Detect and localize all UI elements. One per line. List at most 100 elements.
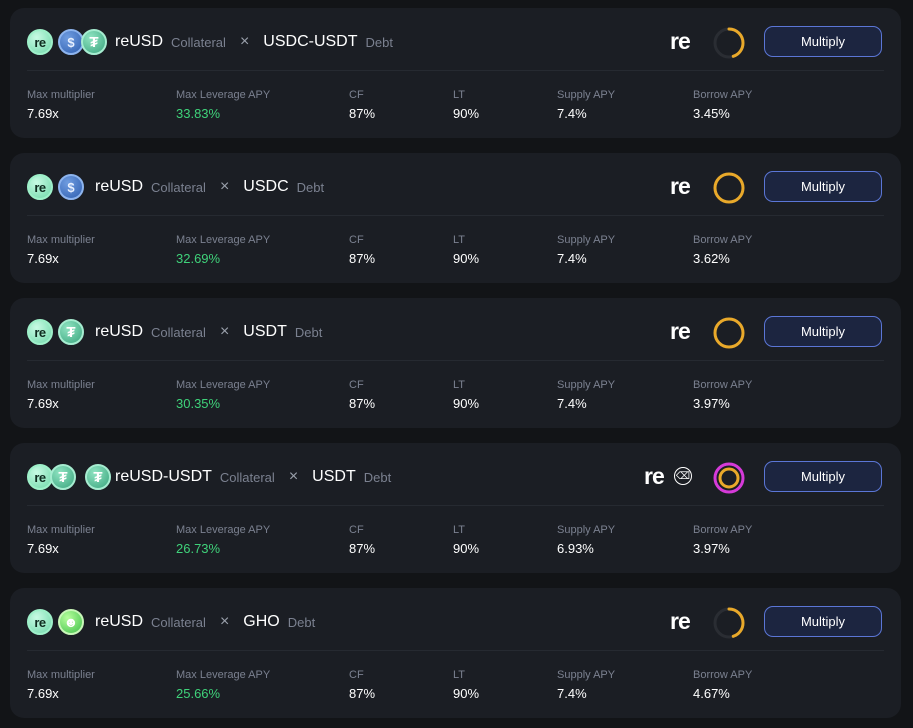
re-token-icon: re [27, 174, 53, 200]
stat-max-multiplier: Max multiplier 7.69x [27, 233, 95, 267]
debt-name: USDT [243, 323, 287, 340]
stat-value: 25.66% [176, 686, 221, 701]
vault-card[interactable]: re $ reUSD Collateral × USDC Debt re Mul… [10, 153, 901, 283]
stat-max-multiplier: Max multiplier 7.69x [27, 378, 95, 412]
divider [27, 650, 884, 651]
multiply-button[interactable]: Multiply [764, 26, 882, 57]
divider [27, 360, 884, 361]
stat-supply-apy: Supply APY 6.93% [557, 523, 615, 557]
stat-lt: LT 90% [453, 668, 479, 702]
token-icons: re $ [27, 173, 89, 201]
stat-label: Max Leverage APY [176, 524, 271, 536]
stat-value: 7.69x [27, 541, 59, 556]
pair-names: reUSD Collateral × USDT Debt [95, 318, 322, 346]
stat-label: Max Leverage APY [176, 379, 271, 391]
stat-value: 87% [349, 251, 376, 266]
collateral-name: reUSD-USDT [115, 468, 212, 485]
re-token-icon: re [27, 29, 53, 55]
collateral-label: Collateral [151, 614, 206, 630]
multiply-button[interactable]: Multiply [764, 316, 882, 347]
collateral-name: reUSD [115, 33, 164, 50]
collateral-label: Collateral [171, 34, 226, 50]
stat-label: CF [349, 234, 364, 246]
stat-value: 30.35% [176, 396, 221, 411]
stat-value: 3.45% [693, 106, 730, 121]
stat-max-multiplier: Max multiplier 7.69x [27, 88, 95, 122]
pair-names: reUSD Collateral × USDC-USDT Debt [115, 28, 393, 56]
pair-names: reUSD Collateral × USDC Debt [95, 173, 324, 201]
times-icon: × [219, 178, 230, 195]
stat-lt: LT 90% [453, 233, 479, 267]
re-protocol-logo: re [670, 173, 691, 199]
re-token-icon: re [27, 609, 53, 635]
stat-value: 7.4% [557, 106, 587, 121]
collateral-label: Collateral [151, 324, 206, 340]
divider [27, 505, 884, 506]
collateral-label: Collateral [151, 179, 206, 195]
vault-card[interactable]: re ₮ ₮ reUSD-USDT Collateral × USDT Debt… [10, 443, 901, 573]
multiply-button[interactable]: Multiply [764, 461, 882, 492]
stat-value: 90% [453, 686, 480, 701]
stat-label: Supply APY [557, 234, 616, 246]
vault-card[interactable]: re ₮ reUSD Collateral × USDT Debt re Mul… [10, 298, 901, 428]
utilization-ring [713, 172, 745, 204]
utilization-ring [713, 317, 745, 349]
stat-value: 7.69x [27, 396, 59, 411]
stat-max-leverage-apy: Max Leverage APY 25.66% [176, 668, 270, 702]
stat-value: 90% [453, 251, 480, 266]
stat-value: 87% [349, 396, 376, 411]
stat-label: LT [453, 524, 466, 536]
stat-label: Max multiplier [27, 379, 95, 391]
stat-value: 33.83% [176, 106, 221, 121]
stat-label: Borrow APY [693, 234, 753, 246]
stat-label: Max multiplier [27, 669, 95, 681]
multiply-button[interactable]: Multiply [764, 171, 882, 202]
stat-borrow-apy: Borrow APY 3.97% [693, 523, 752, 557]
vault-card-header: re $ ₮ reUSD Collateral × USDC-USDT Debt… [10, 8, 901, 70]
pair-names: reUSD Collateral × GHO Debt [95, 608, 315, 636]
stat-value: 90% [453, 106, 480, 121]
stat-supply-apy: Supply APY 7.4% [557, 88, 615, 122]
vault-card-header: re ☻ reUSD Collateral × GHO Debt re Mult… [10, 588, 901, 650]
stat-supply-apy: Supply APY 7.4% [557, 668, 615, 702]
stat-label: LT [453, 669, 466, 681]
swap-protocol-icon: ⌫ [674, 467, 692, 485]
stat-label: Max Leverage APY [176, 669, 271, 681]
stat-label: Borrow APY [693, 524, 753, 536]
stat-value: 3.97% [693, 541, 730, 556]
stat-label: LT [453, 234, 466, 246]
stat-label: LT [453, 379, 466, 391]
multiply-button[interactable]: Multiply [764, 606, 882, 637]
stat-max-multiplier: Max multiplier 7.69x [27, 668, 95, 702]
stat-cf: CF 87% [349, 88, 375, 122]
stat-value: 7.69x [27, 686, 59, 701]
collateral-name: reUSD [95, 323, 144, 340]
stat-value: 87% [349, 541, 376, 556]
times-icon: × [219, 613, 230, 630]
stat-label: Max multiplier [27, 89, 95, 101]
debt-label: Debt [365, 34, 393, 50]
re-protocol-logo: re [670, 318, 691, 344]
stat-lt: LT 90% [453, 88, 479, 122]
stat-cf: CF 87% [349, 378, 375, 412]
usdc-icon: $ [58, 174, 84, 200]
stat-value: 3.62% [693, 251, 730, 266]
stat-supply-apy: Supply APY 7.4% [557, 378, 615, 412]
collateral-name: reUSD [95, 178, 144, 195]
stat-value: 87% [349, 106, 376, 121]
stat-label: Max Leverage APY [176, 234, 271, 246]
stat-value: 87% [349, 686, 376, 701]
stat-borrow-apy: Borrow APY 3.97% [693, 378, 752, 412]
stat-value: 3.97% [693, 396, 730, 411]
stat-supply-apy: Supply APY 7.4% [557, 233, 615, 267]
token-icons: re ₮ ₮ [27, 463, 116, 491]
token-icons: re $ ₮ [27, 28, 116, 56]
stat-borrow-apy: Borrow APY 3.45% [693, 88, 752, 122]
stat-value: 32.69% [176, 251, 221, 266]
debt-name: USDC-USDT [263, 33, 358, 50]
stat-max-multiplier: Max multiplier 7.69x [27, 523, 95, 557]
vault-card[interactable]: re ☻ reUSD Collateral × GHO Debt re Mult… [10, 588, 901, 718]
usdt-icon: ₮ [81, 29, 107, 55]
vault-card[interactable]: re $ ₮ reUSD Collateral × USDC-USDT Debt… [10, 8, 901, 138]
